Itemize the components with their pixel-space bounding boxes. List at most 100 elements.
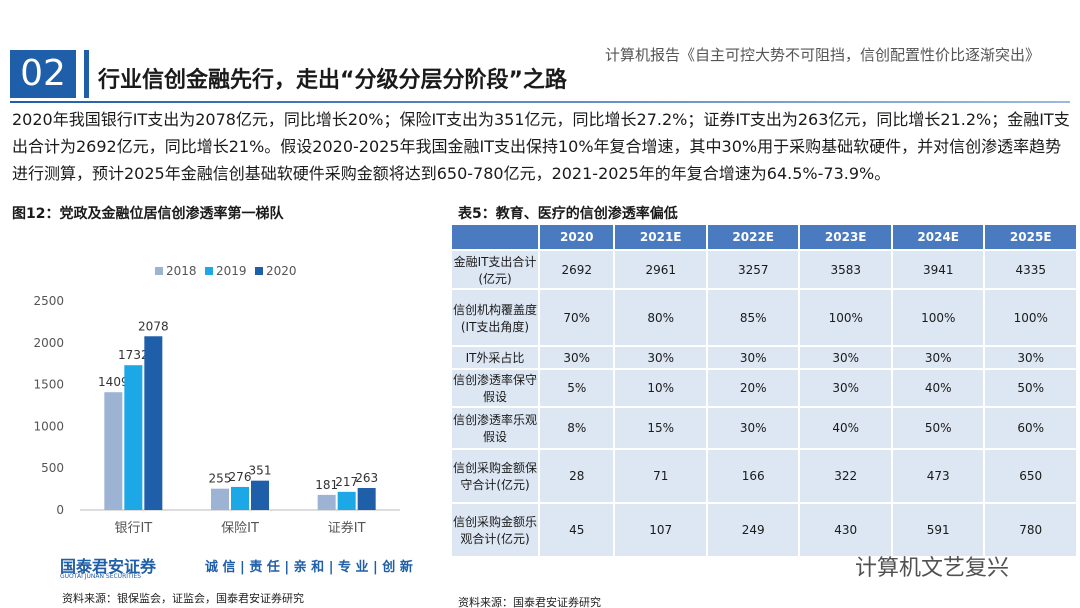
data-label: 255: [209, 472, 232, 486]
table-cell: 30%: [615, 347, 706, 368]
column-header: 2024E: [892, 225, 984, 249]
table-cell: 100%: [985, 290, 1076, 345]
table-cell: 85%: [707, 290, 799, 345]
table-cell: 28: [540, 450, 614, 502]
column-header: 2020: [540, 225, 614, 249]
row-label: 信创采购金额保守合计(亿元): [452, 450, 538, 502]
chart: 0 500 1000 1500 2000 2500 1409 255 181 1732 276 217…: [33, 264, 400, 536]
table-title: 表5：教育、医疗的信创渗透率偏低: [458, 206, 678, 222]
table-cell: 322: [800, 450, 891, 502]
legend-swatch: [205, 267, 213, 275]
legend-swatch: [155, 267, 163, 275]
table-cell: 30%: [800, 347, 891, 368]
table-cell: 15%: [615, 408, 706, 448]
table-cell: 473: [892, 450, 984, 502]
column-header: 2025E: [985, 225, 1076, 249]
y-tick-label: 1000: [33, 419, 64, 433]
section-number: 02: [10, 50, 76, 98]
bar: [337, 491, 356, 510]
table-cell: 100%: [892, 290, 984, 345]
column-header: 2023E: [800, 225, 891, 249]
data-label: 181: [315, 478, 338, 492]
table-cell: 591: [892, 504, 984, 556]
table-cell: 80%: [615, 290, 706, 345]
row-label: 信创机构覆盖度(IT支出角度): [452, 290, 538, 345]
header-row: 2020 2021E 2022E 2023E 2024E 2025E: [452, 225, 1076, 249]
table-cell: 107: [615, 504, 706, 556]
bar: [317, 494, 336, 510]
table-source: 资料来源：国泰君安证券研究: [458, 596, 601, 608]
legend-label: 2018: [166, 264, 197, 278]
y-tick-label: 2000: [33, 336, 64, 350]
bar: [231, 486, 249, 510]
table-cell: 2692: [540, 251, 614, 288]
data-table: 2020 2021E 2022E 2023E 2024E 2025E 金融IT支出合计(亿元…: [450, 223, 1078, 558]
report-name: 计算机报告《自主可控大势不可阻挡，信创配置性价比逐渐突出》: [604, 46, 1040, 64]
table-row: IT外采占比 30% 30% 30% 30% 30% 30%: [452, 347, 1076, 368]
table-cell: 3257: [707, 251, 799, 288]
table-row: 信创机构覆盖度(IT支出角度) 70% 80% 85% 100% 100% 100%: [452, 290, 1076, 345]
table-cell: 10%: [615, 370, 706, 406]
bar: [104, 392, 123, 510]
x-tick-label: 银行IT: [114, 521, 152, 536]
row-label: 信创渗透率保守假设: [452, 370, 538, 406]
bar: [144, 336, 163, 510]
table-cell: 45: [540, 504, 614, 556]
table-cell: 249: [707, 504, 799, 556]
data-label: 351: [249, 464, 272, 478]
table-cell: 40%: [892, 370, 984, 406]
table-row: 信创采购金额乐观合计(亿元) 45 107 249 430 591 780: [452, 504, 1076, 556]
y-tick-label: 0: [56, 503, 64, 517]
table-row: 信创渗透率乐观假设 8% 15% 30% 40% 50% 60%: [452, 408, 1076, 448]
y-tick-label: 2500: [33, 294, 64, 308]
bar: [357, 488, 376, 510]
data-label: 217: [335, 475, 358, 489]
row-label: 信创采购金额乐观合计(亿元): [452, 504, 538, 556]
y-tick-label: 500: [41, 461, 64, 475]
table-cell: 100%: [800, 290, 891, 345]
table-cell: 430: [800, 504, 891, 556]
table-cell: 60%: [985, 408, 1076, 448]
table-cell: 3583: [800, 251, 891, 288]
data-label: 2078: [138, 319, 169, 333]
header-rule: [10, 101, 1070, 103]
accent-bar: [84, 50, 89, 98]
table-cell: 780: [985, 504, 1076, 556]
column-header: 2022E: [707, 225, 799, 249]
table-cell: 650: [985, 450, 1076, 502]
bar: [124, 365, 143, 510]
column-header: 2021E: [615, 225, 706, 249]
legend-label: 2019: [216, 264, 247, 278]
table-cell: 20%: [707, 370, 799, 406]
table-cell: 30%: [540, 347, 614, 368]
table-cell: 5%: [540, 370, 614, 406]
y-tick-label: 1500: [33, 378, 64, 392]
table-cell: 30%: [800, 370, 891, 406]
table-cell: 50%: [985, 370, 1076, 406]
data-label: 276: [229, 470, 252, 484]
table-row: 金融IT支出合计(亿元) 2692 2961 3257 3583 3941 4335: [452, 251, 1076, 288]
corner-cell: [452, 225, 538, 249]
watermark: 计算机文艺复兴: [855, 556, 1010, 581]
chart-source: 资料来源：银保监会，证监会，国泰君安证券研究: [62, 592, 304, 605]
x-tick-label: 证券IT: [328, 520, 366, 536]
row-label: 信创渗透率乐观假设: [452, 408, 538, 448]
table-cell: 40%: [800, 408, 891, 448]
legend-swatch: [255, 267, 263, 275]
table-cell: 50%: [892, 408, 984, 448]
row-label: IT外采占比: [452, 347, 538, 368]
x-tick-label: 保险IT: [221, 521, 259, 536]
table-cell: 71: [615, 450, 706, 502]
table-cell: 70%: [540, 290, 614, 345]
table-cell: 3941: [892, 251, 984, 288]
table-cell: 30%: [985, 347, 1076, 368]
data-label: 263: [355, 471, 378, 485]
table-row: 信创渗透率保守假设 5% 10% 20% 30% 40% 50%: [452, 370, 1076, 406]
logo-text: 国泰君安证券: [60, 557, 157, 576]
bar: [251, 480, 269, 510]
chart-title: 图12：党政及金融位居信创渗透率第一梯队: [12, 206, 284, 222]
table-cell: 2961: [615, 251, 706, 288]
table-cell: 30%: [892, 347, 984, 368]
slogan: 诚 信 | 责 任 | 亲 和 | 专 业 | 创 新: [205, 560, 413, 575]
